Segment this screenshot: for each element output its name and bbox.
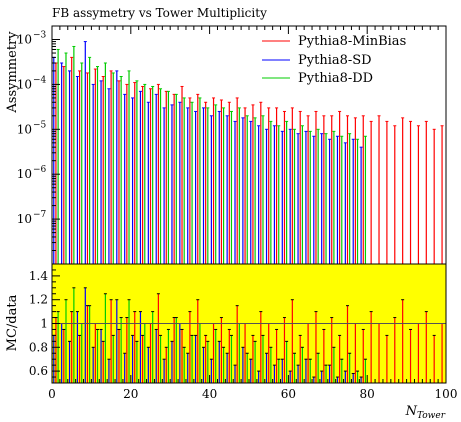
main-y-ticks: 10−310−410−510−610−7: [17, 25, 60, 265]
legend-label-minbias: Pythia8-MinBias: [298, 34, 406, 49]
main-panel: 10−310−410−510−610−7 Assymmetry Pythia8-…: [5, 25, 447, 265]
x-tick-label: 20: [123, 387, 138, 401]
main-y-tick-label: 10: [17, 33, 32, 47]
legend-label-sd: Pythia8-SD: [298, 53, 372, 68]
main-y-tick-label: 10: [17, 122, 32, 136]
main-y-tick-label-exponent: −4: [33, 75, 47, 85]
x-axis-label-subscript: Tower: [417, 411, 446, 421]
main-y-tick-label-exponent: −7: [33, 210, 47, 220]
main-y-tick-label-exponent: −5: [33, 120, 47, 130]
x-axis-label-main: N: [405, 404, 418, 419]
main-y-tick-label-exponent: −3: [33, 31, 47, 41]
ratio-y-tick-label: 1.4: [29, 269, 48, 283]
x-tick-label: 40: [202, 387, 217, 401]
ratio-y-tick-label: 1: [40, 317, 48, 331]
legend-label-dd: Pythia8-DD: [298, 71, 373, 86]
ratio-y-tick-label: 0.6: [29, 364, 48, 378]
ratio-y-tick-label: 1.2: [29, 293, 48, 307]
main-y-tick-label: 10: [17, 167, 32, 181]
x-tick-label: 100: [435, 387, 458, 401]
ratio-y-axis-label: MC/data: [5, 294, 20, 351]
main-y-tick-label: 10: [17, 212, 32, 226]
x-tick-label: 0: [48, 387, 56, 401]
main-bars: [52, 41, 444, 264]
ratio-panel: 1.4 1.2 1 0.8 0.6 MC/data: [5, 263, 447, 384]
x-tick-label: 60: [281, 387, 296, 401]
main-y-tick-label-exponent: −6: [33, 165, 47, 175]
ratio-y-tick-label: 0.8: [29, 340, 48, 354]
chart-title: FB assymetry vs Tower Multiplicity: [52, 6, 267, 20]
ratio-y-ticks: 1.4 1.2 1 0.8 0.6: [29, 263, 60, 384]
x-axis: 0 20 40 60 80 100: [48, 26, 457, 401]
main-y-tick-label: 10: [17, 77, 32, 91]
y-axis-label: Assymmetry: [5, 31, 20, 114]
x-axis-label: NTower: [405, 404, 446, 421]
x-tick-label: 80: [360, 387, 375, 401]
legend: Pythia8-MinBias Pythia8-SD Pythia8-DD: [262, 34, 406, 86]
